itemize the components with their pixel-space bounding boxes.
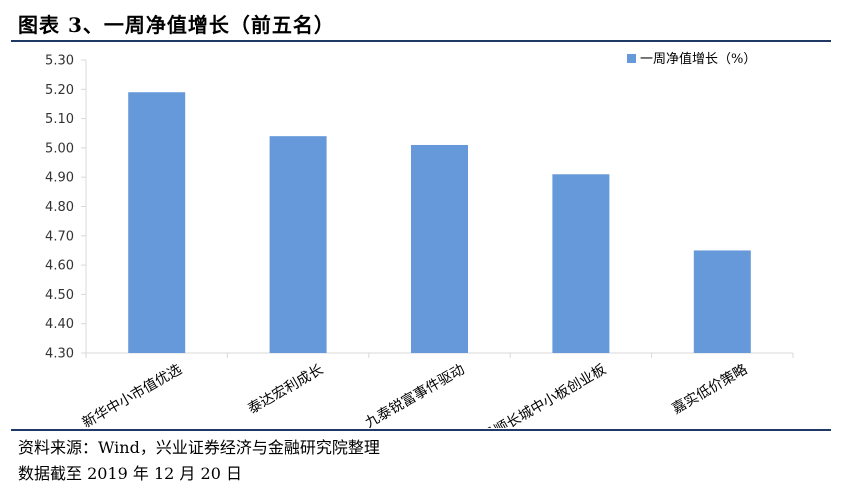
- category-label: 九泰锐富事件驱动: [362, 361, 467, 428]
- y-tick-label: 4.90: [45, 171, 74, 186]
- bar: [128, 92, 186, 354]
- y-tick-label: 4.80: [45, 200, 74, 215]
- y-tick-label: 5.30: [45, 54, 74, 69]
- category-label: 新华中小市值优选: [79, 361, 184, 428]
- legend-swatch: [627, 54, 636, 63]
- bar-chart-svg: 4.30 4.40 4.50 4.60 4.70 4.80 4.90 5.00 5.10 5.20…: [45, 51, 794, 428]
- category-label: 景顺长城中小板创业板: [480, 362, 609, 428]
- y-tick-label: 4.40: [45, 317, 74, 332]
- category-label: 嘉实低价策略: [669, 361, 750, 418]
- y-tick-label: 5.20: [45, 83, 74, 98]
- y-tick-label: 5.10: [45, 112, 74, 127]
- data-source: 资料来源：Wind，兴业证券经济与金融研究院整理: [18, 438, 380, 457]
- y-tick-label: 4.70: [45, 229, 74, 244]
- legend-label: 一周净值增长（%）: [640, 51, 756, 67]
- y-tick-label: 5.00: [45, 141, 74, 156]
- figure-title: 图表 3、一周净值增长（前五名）: [18, 13, 335, 37]
- bar: [269, 136, 327, 353]
- title-rule: [11, 40, 831, 42]
- bar: [552, 174, 610, 353]
- data-date: 数据截至 2019 年 12 月 20 日: [18, 464, 242, 483]
- bar: [411, 144, 468, 353]
- chart: 4.30 4.40 4.50 4.60 4.70 4.80 4.90 5.00 5.10 5.20…: [0, 44, 841, 428]
- y-tick-label: 4.50: [45, 288, 74, 303]
- bar: [693, 250, 751, 353]
- footer-rule: [11, 429, 831, 431]
- y-tick-label: 4.60: [45, 259, 74, 274]
- category-label: 泰达宏利成长: [245, 362, 326, 418]
- y-tick-label: 4.30: [45, 347, 74, 362]
